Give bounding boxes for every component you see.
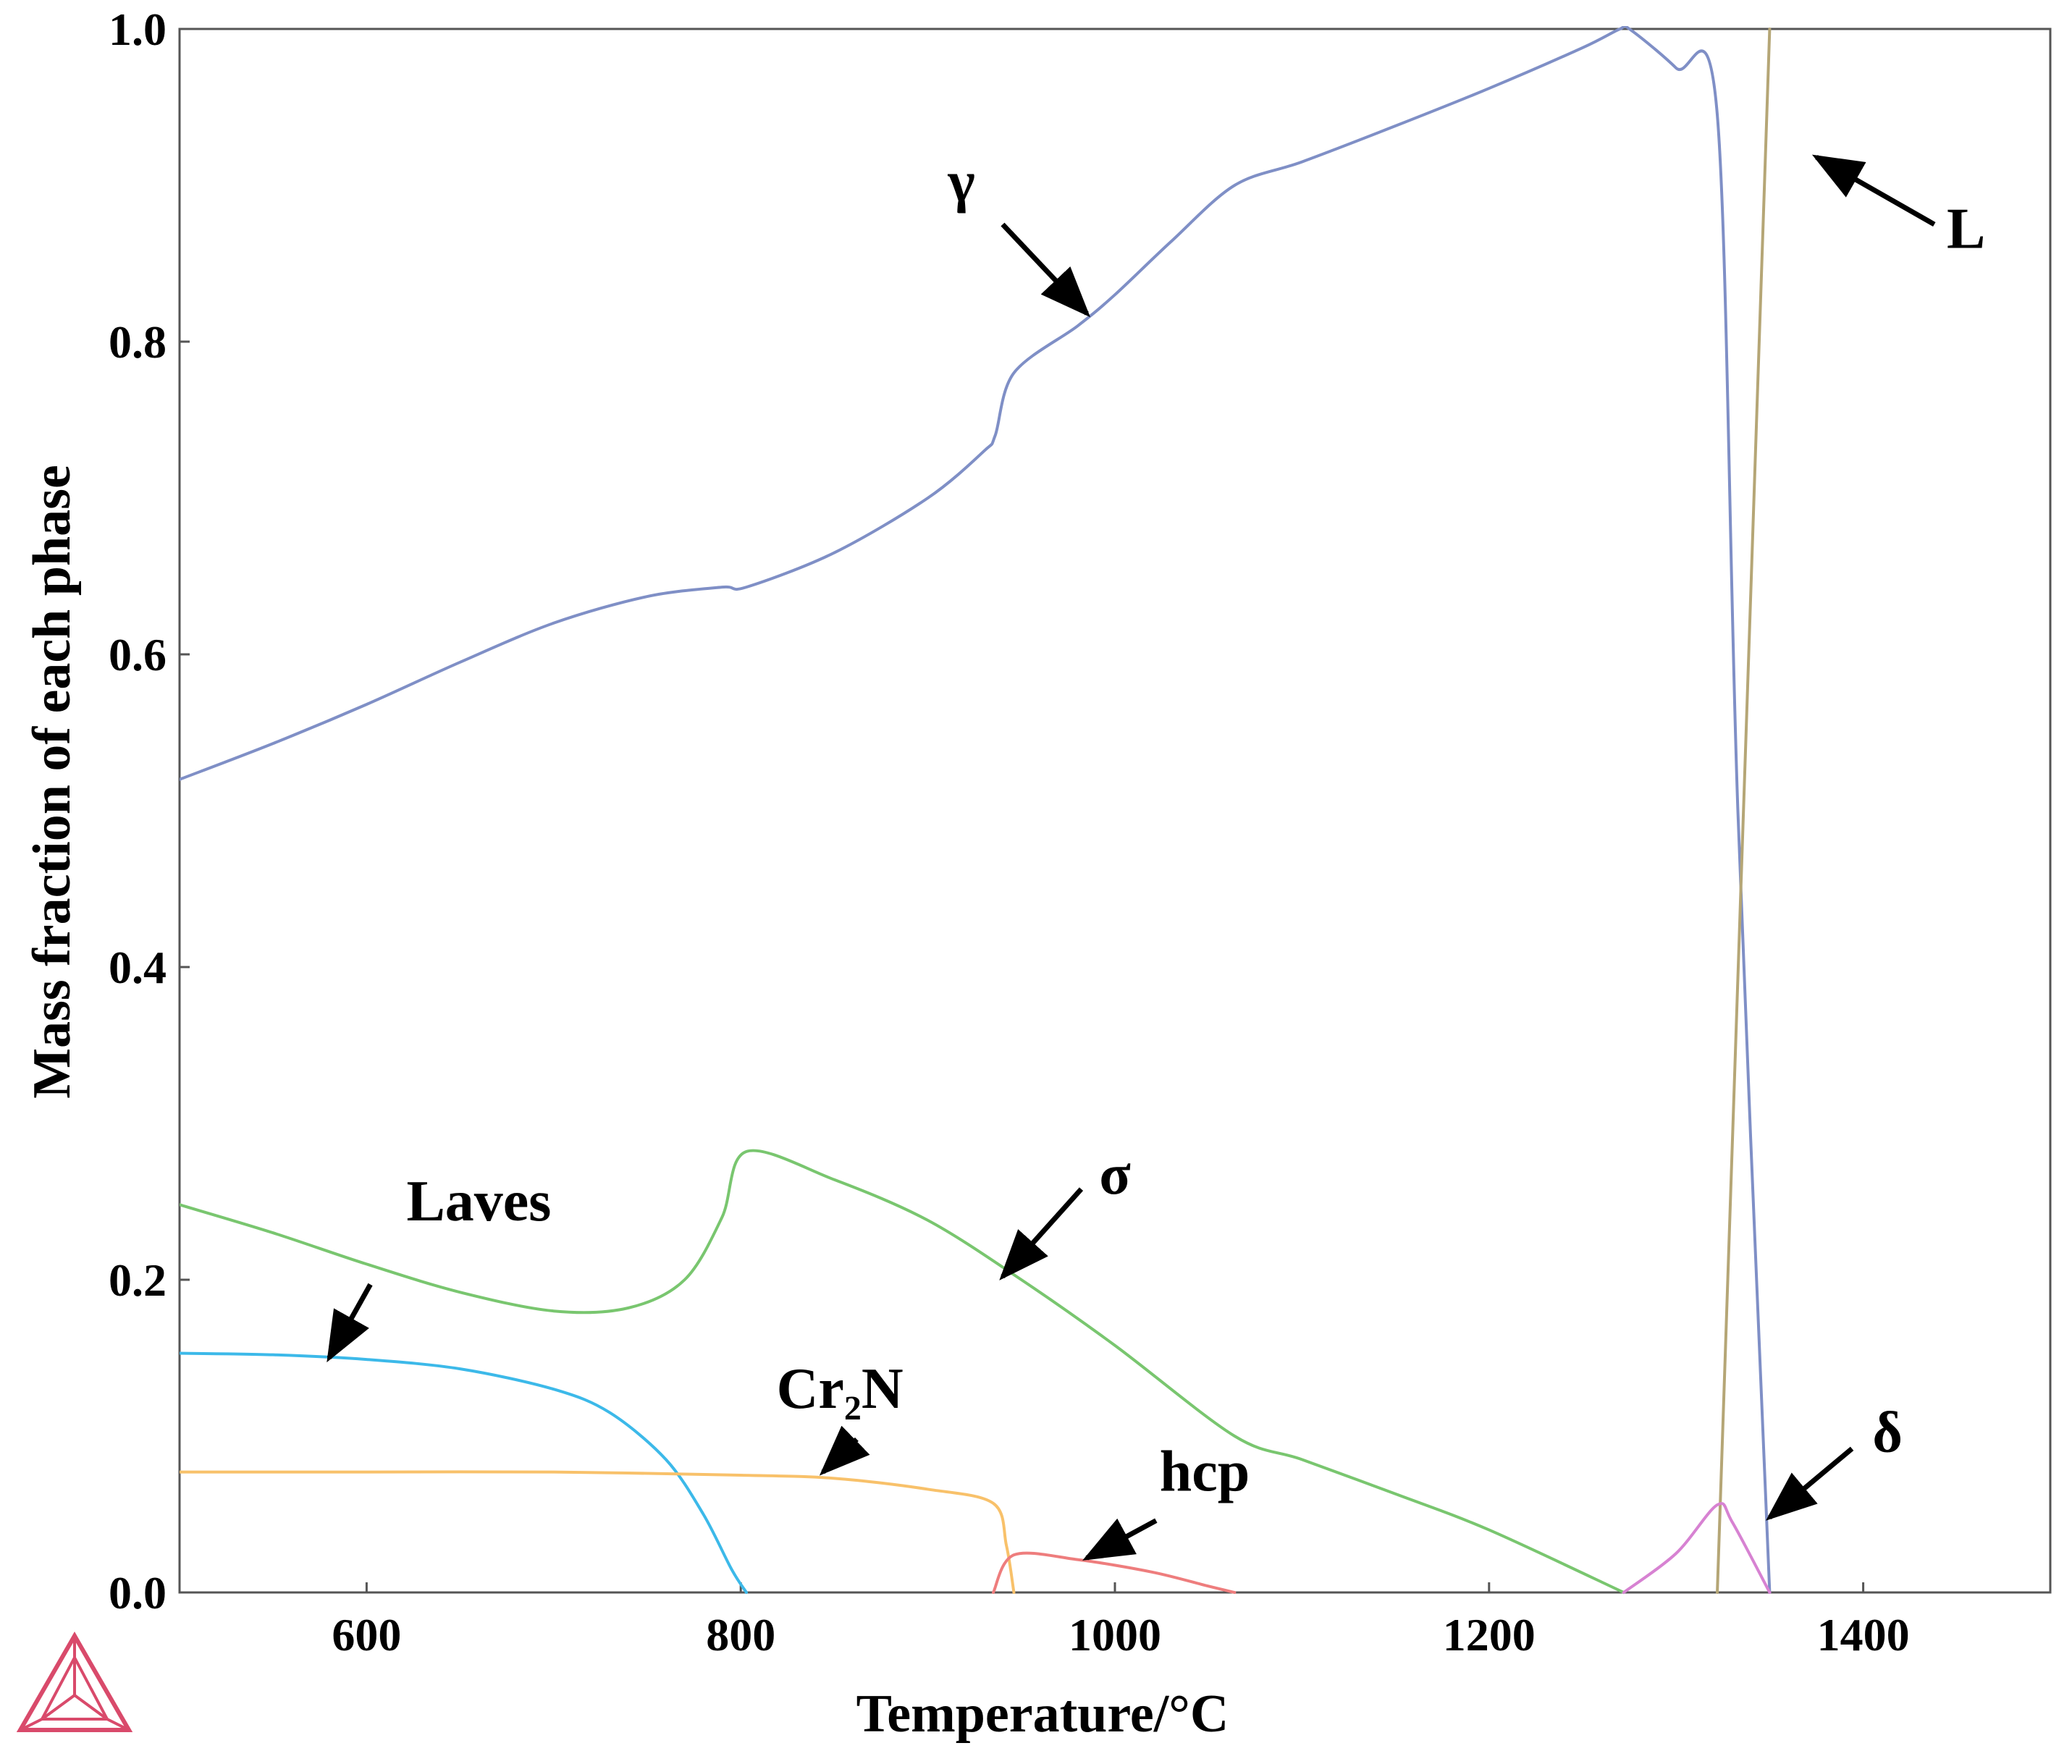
annotation-label-liquid: L <box>1947 197 1985 261</box>
x-tick-label: 1400 <box>1817 1609 1910 1660</box>
plot-area: 600 800 1000 1200 1400 0.0 0.2 0.4 0.6 0.8 1.0 Temp… <box>22 4 2052 1744</box>
series-line-hcp <box>992 1551 1237 1594</box>
series-line-laves <box>180 1351 748 1594</box>
annotation-arrow-gamma <box>1001 222 1091 318</box>
x-tick-label: 1200 <box>1443 1609 1536 1660</box>
y-tick-label: 0.6 <box>109 629 167 680</box>
y-tick-label: 0.2 <box>109 1254 167 1306</box>
annotation-arrow-liquid <box>1811 154 1936 227</box>
x-tick-label: 1000 <box>1069 1609 1161 1660</box>
series-line-cr2n <box>180 1470 1016 1594</box>
plot-frame <box>178 28 2052 1594</box>
y-tick-label: 0.8 <box>109 316 167 368</box>
annotation-label-laves: Laves <box>406 1170 551 1233</box>
series-group <box>180 26 1772 1594</box>
software-logo-icon <box>16 1631 133 1732</box>
annotation-label-sigma: σ <box>1099 1143 1131 1207</box>
y-tick-label: 1.0 <box>109 4 167 55</box>
x-tick-label: 800 <box>706 1609 775 1660</box>
series-line-delta <box>1622 1502 1772 1594</box>
y-tick-label: 0.0 <box>109 1567 167 1619</box>
series-line-sigma <box>180 1149 1625 1594</box>
annotation-label-gamma: γ <box>947 151 974 214</box>
x-axis-title: Temperature/°C <box>856 1684 1229 1744</box>
y-axis-title: Mass fraction of each phase <box>22 465 82 1099</box>
annotation-arrow-sigma <box>999 1187 1084 1280</box>
annotation-arrow-delta <box>1766 1446 1854 1521</box>
y-tick-label: 0.4 <box>109 942 167 993</box>
annotation-arrow-hcp <box>1082 1518 1158 1561</box>
annotation-label-cr2n: Cr₂N <box>777 1357 904 1421</box>
annotation-arrow-laves <box>327 1283 373 1363</box>
x-tick-label: 600 <box>332 1609 401 1660</box>
annotation-label-hcp: hcp <box>1160 1440 1250 1504</box>
annotation-arrow-cr2n <box>819 1425 870 1476</box>
annotation-label-delta: δ <box>1872 1401 1903 1465</box>
series-line-liquid <box>1716 28 1772 1594</box>
series-line-gamma <box>180 26 1772 1594</box>
